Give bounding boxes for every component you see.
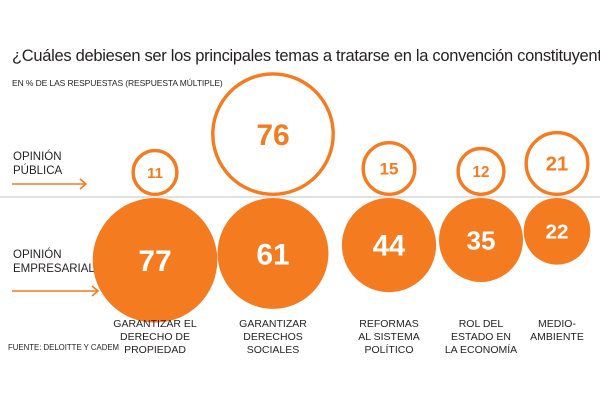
bubble-value-label: 35 (467, 225, 496, 255)
bubble-value-label: 77 (138, 245, 171, 278)
bubble-circle (361, 141, 417, 196)
bubble-opinion-publica-3: 12 (456, 146, 506, 196)
bubble-circle (211, 72, 335, 197)
series-label-line: EMPRESARIAL (13, 263, 95, 275)
bubble-circle (456, 146, 506, 196)
bubble-value-label: 76 (256, 119, 289, 152)
category-label: GARANTIZAR EL DERECHO DE PROPIEDAD (113, 318, 197, 356)
series-label-line: OPINIÓN (13, 151, 62, 163)
category-label: REFORMAS AL SISTEMA POLÍTICO (358, 318, 420, 356)
legend-arrow-opinion-publica (12, 178, 88, 190)
bubble-circle (438, 198, 524, 283)
bubble-circle (341, 198, 437, 293)
bubble-circle (92, 198, 218, 323)
bubble-opinion-publica-2: 15 (361, 141, 417, 196)
bubble-circle (217, 198, 329, 309)
bubble-opinion-empresarial-0: 77 (92, 198, 218, 323)
legend-arrow-opinion-empresarial (12, 285, 100, 297)
chart-subtitle: EN % DE LAS RESPUESTAS (RESPUESTA MÚLTIP… (12, 78, 223, 88)
series-label-opinion-publica: OPINIÓN PÚBLICA (13, 150, 62, 178)
bubble-opinion-empresarial-3: 35 (438, 198, 524, 283)
series-label-opinion-empresarial: OPINIÓN EMPRESARIAL (13, 248, 95, 276)
category-label: GARANTIZAR DERECHOS SOCIALES (239, 318, 307, 356)
bubble-opinion-empresarial-2: 44 (341, 198, 437, 293)
source-note: FUENTE: DELOITTE Y CADEM (8, 343, 120, 352)
series-label-line: OPINIÓN (13, 249, 62, 261)
bubble-circle (524, 130, 590, 196)
bubble-opinion-publica-4: 21 (524, 130, 590, 196)
bubble-opinion-empresarial-1: 61 (217, 198, 329, 309)
bubble-circle (131, 148, 179, 196)
category-label: MEDIO- AMBIENTE (530, 318, 584, 343)
bubble-opinion-publica-1: 76 (211, 72, 335, 197)
bubble-circle (523, 198, 591, 265)
category-label: ROL DEL ESTADO EN LA ECONOMÍA (444, 318, 518, 356)
bubble-value-label: 22 (546, 221, 569, 244)
bubble-value-label: 11 (147, 165, 163, 182)
bubble-value-label: 12 (473, 164, 490, 181)
bubble-value-label: 21 (546, 154, 568, 176)
bubble-value-label: 61 (256, 238, 289, 271)
bubble-value-label: 15 (380, 160, 399, 179)
bubble-opinion-empresarial-4: 22 (523, 198, 591, 265)
bubble-opinion-publica-0: 11 (131, 148, 179, 196)
series-label-line: PÚBLICA (13, 165, 63, 177)
bubble-value-label: 44 (373, 231, 406, 263)
chart-title: ¿Cuáles debiesen ser los principales tem… (12, 47, 600, 65)
